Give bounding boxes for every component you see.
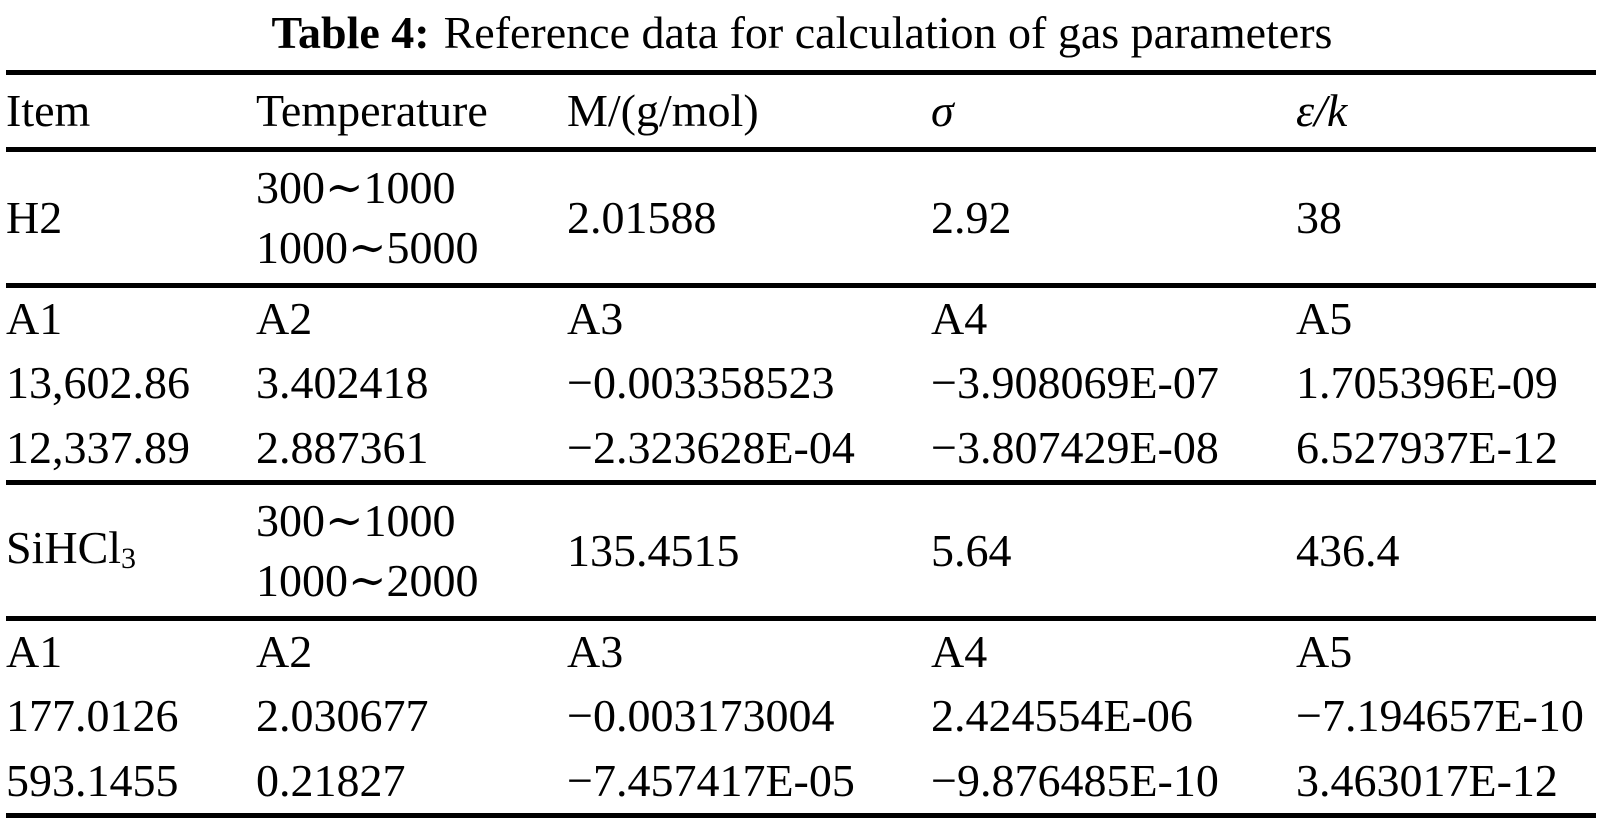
cell-h2-molar-mass: 2.01588 [567,149,931,288]
table-row: SiHCl3 300∼1000 1000∼2000 135.4515 5.64 … [6,482,1596,621]
col-header-epsilon-k: ε/k [1296,70,1596,152]
table-row: H2 300∼1000 1000∼5000 2.01588 2.92 38 [6,149,1596,288]
sihcl3-formula-base: SiHCl [6,521,122,573]
h2-coeff-low-a2: 3.402418 [256,356,429,408]
cell-sihcl3-item: SiHCl3 [6,482,256,621]
sihcl3-coeff-high-a2: 0.21827 [256,748,567,818]
col-header-molar-mass: M/(g/mol) [567,70,931,152]
h2-coeff-low-a1: 13,602.86 [6,356,190,408]
cell-sihcl3-sigma: 5.64 [931,482,1296,621]
table-row: 12,337.89 2.887361 −2.323628E-04 −3.8074… [6,415,1596,485]
cell-sihcl3-epsilon-k: 436.4 [1296,482,1596,621]
sihcl3-formula-subscript: 3 [121,541,137,575]
col-header-sigma: σ [931,70,1296,152]
table-caption: Table 4: Reference data for calculation o… [0,4,1604,62]
h2-temp-range-high: 1000∼5000 [256,221,479,273]
h2-coeff-header-a5: A5 [1296,293,1353,344]
table-row: 593.1455 0.21827 −7.457417E-05 −9.876485… [6,748,1596,818]
table-caption-text: Reference data for calculation of gas pa… [443,7,1333,58]
cell-h2-item: H2 [6,149,256,288]
sihcl3-coeff-high-a5: 3.463017E-12 [1296,748,1596,818]
sihcl3-temp-range-high: 1000∼2000 [256,554,479,606]
sihcl3-coeff-high-a3: −7.457417E-05 [567,748,931,818]
col-header-temperature: Temperature [256,70,567,152]
h2-coeff-high-a1: 12,337.89 [6,415,256,485]
h2-temp-range-low: 300∼1000 [256,161,456,213]
table-row: 13,602.86 3.402418 −0.003358523 −3.90806… [6,350,1596,415]
cell-sihcl3-temperature: 300∼1000 1000∼2000 [256,482,567,621]
h2-coeff-header-a1: A1 [6,293,63,344]
sihcl3-coeff-header-a3: A3 [567,626,624,677]
h2-coeff-header-a2: A2 [256,293,313,344]
sihcl3-coeff-low-a3: −0.003173004 [567,689,835,741]
table-row: 177.0126 2.030677 −0.003173004 2.424554E… [6,683,1596,748]
sihcl3-coeff-low-a2: 2.030677 [256,689,429,741]
table-row: A1 A2 A3 A4 A5 [6,619,1596,684]
sihcl3-coeff-header-a4: A4 [931,626,988,677]
table-row: Item Temperature M/(g/mol) σ ε/k [6,70,1596,152]
sihcl3-coeff-low-a4: 2.424554E-06 [931,689,1193,741]
sihcl3-coeff-low-a5: −7.194657E-10 [1296,689,1584,741]
cell-h2-sigma: 2.92 [931,149,1296,288]
h2-coeff-low-a5: 1.705396E-09 [1296,356,1558,408]
h2-coeff-header-a3: A3 [567,293,624,344]
h2-coeff-high-a4: −3.807429E-08 [931,415,1296,485]
sihcl3-coeff-low-a1: 177.0126 [6,689,179,741]
sihcl3-temp-range-low: 300∼1000 [256,494,456,546]
h2-coeff-low-a3: −0.003358523 [567,356,835,408]
cell-h2-epsilon-k: 38 [1296,149,1596,288]
cell-sihcl3-molar-mass: 135.4515 [567,482,931,621]
reference-data-table: Item Temperature M/(g/mol) σ ε/k H2 300∼… [6,70,1596,818]
h2-coeff-low-a4: −3.908069E-07 [931,356,1219,408]
cell-h2-temperature: 300∼1000 1000∼5000 [256,149,567,288]
h2-coeff-high-a5: 6.527937E-12 [1296,415,1596,485]
col-header-item: Item [6,70,256,152]
h2-coeff-header-a4: A4 [931,293,988,344]
sihcl3-coeff-high-a1: 593.1455 [6,748,256,818]
sihcl3-coeff-header-a1: A1 [6,626,63,677]
h2-coeff-high-a3: −2.323628E-04 [567,415,931,485]
h2-coeff-high-a2: 2.887361 [256,415,567,485]
table-row: A1 A2 A3 A4 A5 [6,286,1596,351]
table-caption-label: Table 4: [271,7,430,58]
sihcl3-coeff-header-a5: A5 [1296,626,1353,677]
sihcl3-coeff-high-a4: −9.876485E-10 [931,748,1296,818]
sihcl3-coeff-header-a2: A2 [256,626,313,677]
